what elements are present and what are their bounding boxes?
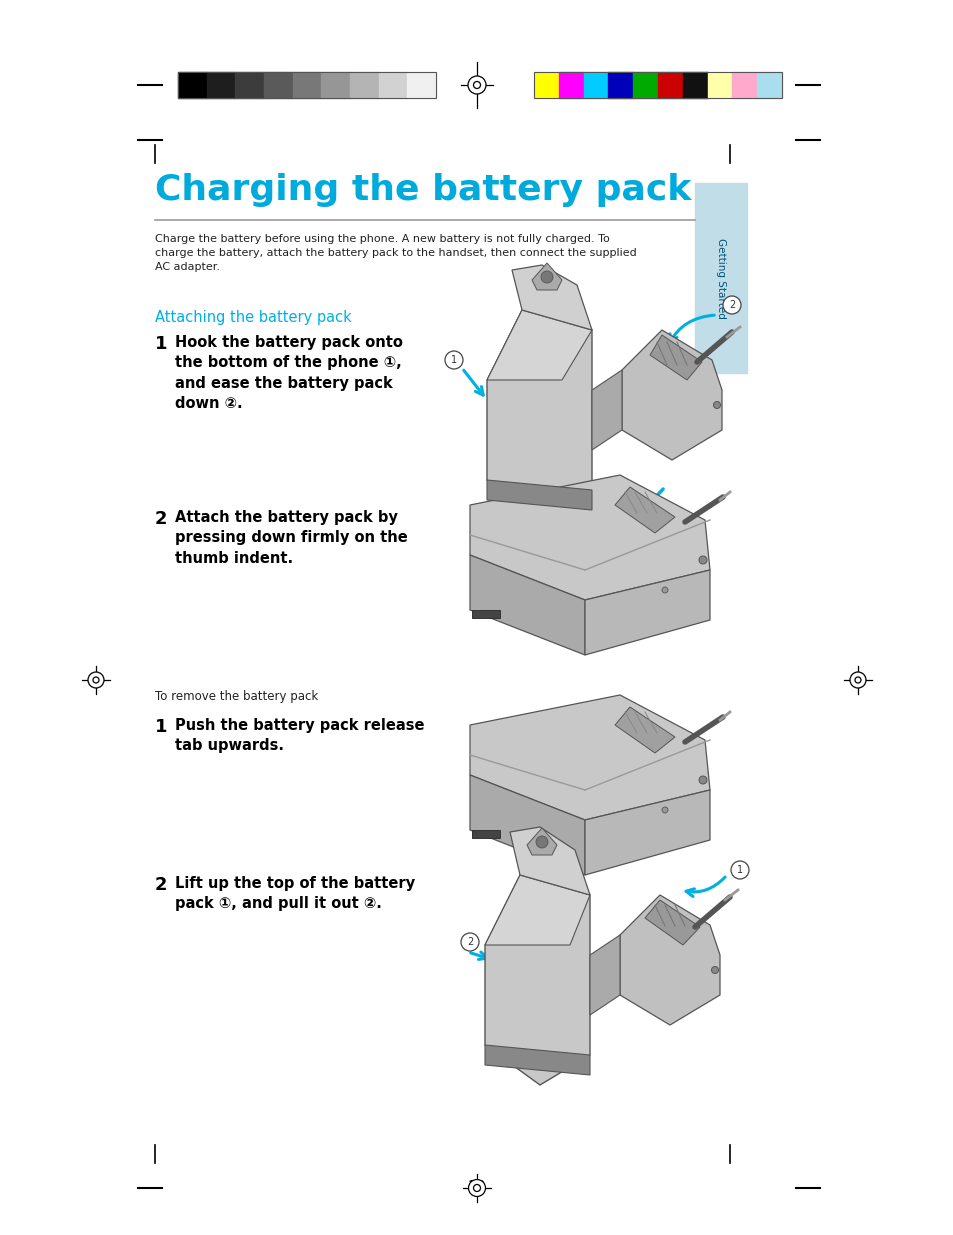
Polygon shape bbox=[472, 610, 499, 618]
Bar bbox=[178, 72, 207, 98]
Bar bbox=[757, 72, 781, 98]
Polygon shape bbox=[470, 475, 709, 600]
Polygon shape bbox=[470, 776, 584, 876]
Text: Charge the battery before using the phone. A new battery is not fully charged. T: Charge the battery before using the phon… bbox=[154, 233, 636, 272]
Bar bbox=[321, 72, 350, 98]
Text: Lift up the top of the battery
pack ①, and pull it out ②.: Lift up the top of the battery pack ①, a… bbox=[174, 876, 415, 911]
Bar bbox=[407, 72, 436, 98]
Bar bbox=[264, 72, 293, 98]
Polygon shape bbox=[532, 263, 561, 290]
Bar bbox=[695, 183, 746, 373]
Circle shape bbox=[854, 677, 861, 683]
Text: 13: 13 bbox=[467, 1181, 486, 1195]
Polygon shape bbox=[484, 876, 589, 945]
Polygon shape bbox=[615, 706, 675, 753]
Polygon shape bbox=[584, 790, 709, 876]
Bar bbox=[350, 72, 378, 98]
Polygon shape bbox=[592, 370, 621, 450]
Circle shape bbox=[699, 776, 706, 784]
Bar bbox=[207, 72, 235, 98]
Bar bbox=[178, 72, 436, 98]
Bar bbox=[732, 72, 757, 98]
Text: 1: 1 bbox=[451, 354, 456, 366]
Text: To remove the battery pack: To remove the battery pack bbox=[154, 690, 318, 703]
Polygon shape bbox=[619, 895, 720, 1025]
Text: 2: 2 bbox=[728, 300, 735, 310]
Text: 2: 2 bbox=[154, 510, 168, 529]
Polygon shape bbox=[621, 330, 721, 459]
Polygon shape bbox=[649, 335, 701, 380]
Text: 2: 2 bbox=[466, 937, 473, 947]
Circle shape bbox=[722, 296, 740, 314]
Circle shape bbox=[699, 556, 706, 564]
Polygon shape bbox=[512, 266, 592, 330]
Circle shape bbox=[713, 401, 720, 409]
Text: 1: 1 bbox=[154, 335, 168, 353]
Circle shape bbox=[661, 587, 667, 593]
Circle shape bbox=[444, 351, 462, 369]
Polygon shape bbox=[486, 310, 592, 380]
Circle shape bbox=[473, 82, 480, 89]
Text: Attach the battery pack by
pressing down firmly on the
thumb indent.: Attach the battery pack by pressing down… bbox=[174, 510, 407, 566]
Circle shape bbox=[711, 967, 718, 973]
Bar bbox=[583, 72, 608, 98]
Circle shape bbox=[473, 1184, 480, 1192]
Bar bbox=[534, 72, 558, 98]
Polygon shape bbox=[589, 935, 619, 1015]
Polygon shape bbox=[470, 695, 709, 820]
Text: Hook the battery pack onto
the bottom of the phone ①,
and ease the battery pack
: Hook the battery pack onto the bottom of… bbox=[174, 335, 402, 411]
Polygon shape bbox=[584, 571, 709, 655]
Polygon shape bbox=[486, 480, 592, 510]
Circle shape bbox=[468, 1179, 485, 1197]
Polygon shape bbox=[470, 555, 584, 655]
Text: Attaching the battery pack: Attaching the battery pack bbox=[154, 310, 352, 325]
Bar bbox=[658, 72, 682, 98]
Text: Charging the battery pack: Charging the battery pack bbox=[154, 173, 691, 207]
Circle shape bbox=[92, 677, 99, 683]
Circle shape bbox=[661, 806, 667, 813]
Circle shape bbox=[540, 270, 553, 283]
Polygon shape bbox=[484, 1045, 589, 1074]
Polygon shape bbox=[472, 830, 499, 839]
Bar bbox=[378, 72, 407, 98]
Circle shape bbox=[730, 861, 748, 879]
Polygon shape bbox=[510, 827, 589, 895]
Polygon shape bbox=[486, 310, 592, 520]
Bar bbox=[534, 72, 781, 98]
Text: Push the battery pack release
tab upwards.: Push the battery pack release tab upward… bbox=[174, 718, 424, 753]
Text: 2: 2 bbox=[154, 876, 168, 894]
Circle shape bbox=[536, 836, 547, 848]
Polygon shape bbox=[526, 827, 557, 855]
Bar bbox=[608, 72, 633, 98]
Bar bbox=[293, 72, 321, 98]
Circle shape bbox=[468, 77, 485, 94]
Circle shape bbox=[849, 672, 865, 688]
Bar bbox=[682, 72, 707, 98]
Circle shape bbox=[460, 932, 478, 951]
Circle shape bbox=[88, 672, 104, 688]
Polygon shape bbox=[644, 900, 700, 945]
Bar bbox=[558, 72, 583, 98]
Bar bbox=[633, 72, 658, 98]
Bar bbox=[235, 72, 264, 98]
Text: Getting Started: Getting Started bbox=[716, 237, 725, 319]
Polygon shape bbox=[615, 487, 675, 534]
Bar bbox=[707, 72, 732, 98]
Text: 1: 1 bbox=[154, 718, 168, 736]
Text: 1: 1 bbox=[736, 864, 742, 876]
Polygon shape bbox=[484, 876, 589, 1086]
